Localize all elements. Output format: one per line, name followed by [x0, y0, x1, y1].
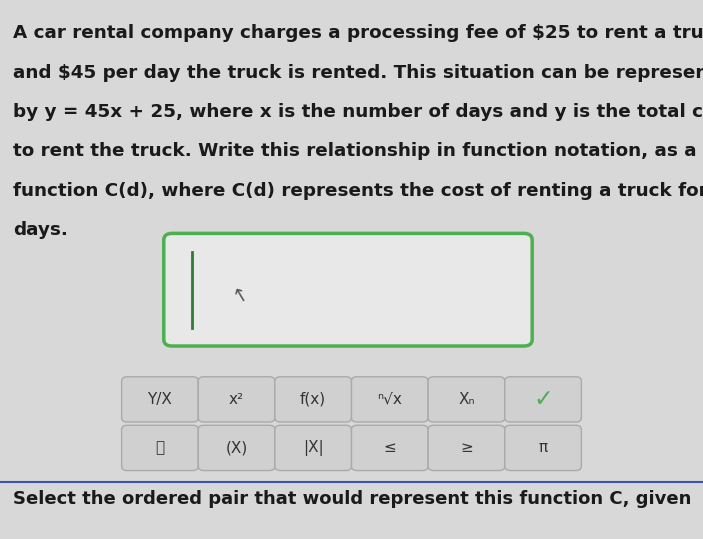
Text: x²: x² — [229, 392, 244, 407]
FancyBboxPatch shape — [428, 377, 505, 422]
Text: Xₙ: Xₙ — [458, 392, 475, 407]
Text: f(x): f(x) — [300, 392, 326, 407]
FancyBboxPatch shape — [505, 377, 581, 422]
Text: Y/X: Y/X — [148, 392, 172, 407]
FancyBboxPatch shape — [505, 425, 581, 471]
Text: (X): (X) — [226, 440, 247, 455]
FancyBboxPatch shape — [275, 425, 352, 471]
Text: ⛔: ⛔ — [155, 440, 165, 455]
Text: function C(d), where C(d) represents the cost of renting a truck for d: function C(d), where C(d) represents the… — [13, 182, 703, 199]
FancyBboxPatch shape — [122, 425, 198, 471]
Text: ⁿ√x: ⁿ√x — [378, 392, 402, 407]
FancyBboxPatch shape — [122, 377, 198, 422]
Text: ≥: ≥ — [460, 440, 473, 455]
Text: ✓: ✓ — [533, 388, 553, 411]
FancyBboxPatch shape — [275, 377, 352, 422]
Text: by y = 45x + 25, where x is the number of days and y is the total cost: by y = 45x + 25, where x is the number o… — [13, 103, 703, 121]
Text: Select the ordered pair that would represent this function C, given: Select the ordered pair that would repre… — [13, 490, 691, 508]
FancyBboxPatch shape — [352, 377, 428, 422]
FancyBboxPatch shape — [428, 425, 505, 471]
Text: ↖: ↖ — [228, 284, 250, 306]
Text: to rent the truck. Write this relationship in function notation, as a: to rent the truck. Write this relationsh… — [13, 142, 696, 160]
FancyBboxPatch shape — [198, 425, 275, 471]
Text: ≤: ≤ — [383, 440, 396, 455]
Text: π: π — [538, 440, 548, 455]
FancyBboxPatch shape — [198, 377, 275, 422]
Text: |X|: |X| — [303, 440, 323, 456]
Text: days.: days. — [13, 221, 67, 239]
FancyBboxPatch shape — [352, 425, 428, 471]
FancyBboxPatch shape — [164, 233, 532, 346]
Text: and $45 per day the truck is rented. This situation can be represented: and $45 per day the truck is rented. Thi… — [13, 64, 703, 81]
Text: A car rental company charges a processing fee of $25 to rent a truck: A car rental company charges a processin… — [13, 24, 703, 42]
